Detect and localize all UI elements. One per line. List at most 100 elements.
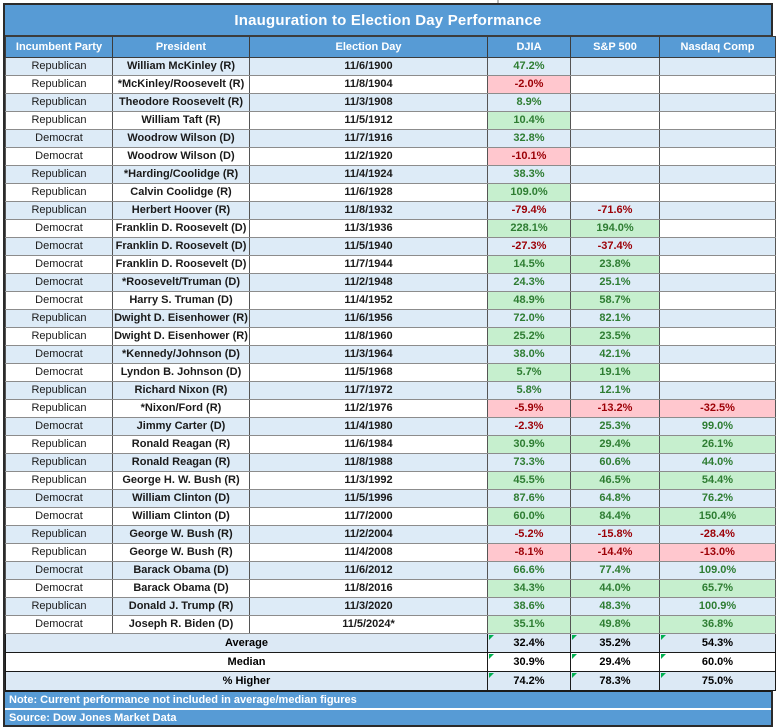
cell-incumbent-party[interactable]: Democrat <box>5 219 113 238</box>
summary-cell-nasdaq-comp[interactable]: 75.0% <box>659 671 776 691</box>
cell-incumbent-party[interactable]: Democrat <box>5 363 113 382</box>
cell-incumbent-party[interactable]: Republican <box>5 525 113 544</box>
summary-label[interactable]: Average <box>5 633 488 653</box>
cell-president[interactable]: William Clinton (D) <box>112 489 250 508</box>
cell-sp500[interactable]: 42.1% <box>570 345 660 364</box>
cell-president[interactable]: Barack Obama (D) <box>112 561 250 580</box>
summary-label[interactable]: Median <box>5 652 488 672</box>
cell-president[interactable]: William McKinley (R) <box>112 57 250 76</box>
cell-incumbent-party[interactable]: Republican <box>5 381 113 400</box>
cell-nasdaq-comp[interactable] <box>659 183 776 202</box>
cell-sp500[interactable]: 19.1% <box>570 363 660 382</box>
cell-nasdaq-comp[interactable]: -13.0% <box>659 543 776 562</box>
cell-president[interactable]: Ronald Reagan (R) <box>112 435 250 454</box>
cell-djia[interactable]: 10.4% <box>487 111 571 130</box>
cell-election-day[interactable]: 11/5/2024* <box>249 615 488 634</box>
cell-nasdaq-comp[interactable] <box>659 273 776 292</box>
cell-incumbent-party[interactable]: Republican <box>5 75 113 94</box>
cell-djia[interactable]: -2.0% <box>487 75 571 94</box>
cell-incumbent-party[interactable]: Democrat <box>5 291 113 310</box>
cell-election-day[interactable]: 11/7/2000 <box>249 507 488 526</box>
cell-president[interactable]: Lyndon B. Johnson (D) <box>112 363 250 382</box>
cell-nasdaq-comp[interactable] <box>659 237 776 256</box>
cell-djia[interactable]: -8.1% <box>487 543 571 562</box>
cell-nasdaq-comp[interactable] <box>659 255 776 274</box>
cell-nasdaq-comp[interactable]: 65.7% <box>659 579 776 598</box>
cell-president[interactable]: Woodrow Wilson (D) <box>112 147 250 166</box>
cell-president[interactable]: George W. Bush (R) <box>112 525 250 544</box>
cell-nasdaq-comp[interactable]: 109.0% <box>659 561 776 580</box>
cell-president[interactable]: Harry S. Truman (D) <box>112 291 250 310</box>
cell-election-day[interactable]: 11/5/1996 <box>249 489 488 508</box>
cell-nasdaq-comp[interactable] <box>659 345 776 364</box>
column-header-sp500[interactable]: S&P 500 <box>570 36 660 58</box>
cell-incumbent-party[interactable]: Republican <box>5 57 113 76</box>
cell-djia[interactable]: -79.4% <box>487 201 571 220</box>
cell-nasdaq-comp[interactable] <box>659 165 776 184</box>
cell-sp500[interactable] <box>570 111 660 130</box>
table-title[interactable]: Inauguration to Election Day Performance <box>5 5 771 36</box>
cell-djia[interactable]: 87.6% <box>487 489 571 508</box>
cell-election-day[interactable]: 11/3/2020 <box>249 597 488 616</box>
cell-djia[interactable]: 45.5% <box>487 471 571 490</box>
cell-sp500[interactable] <box>570 75 660 94</box>
cell-nasdaq-comp[interactable] <box>659 363 776 382</box>
cell-incumbent-party[interactable]: Republican <box>5 399 113 418</box>
cell-nasdaq-comp[interactable] <box>659 75 776 94</box>
summary-cell-sp500[interactable]: 78.3% <box>570 671 660 691</box>
cell-djia[interactable]: -27.3% <box>487 237 571 256</box>
cell-president[interactable]: *Roosevelt/Truman (D) <box>112 273 250 292</box>
summary-cell-nasdaq-comp[interactable]: 54.3% <box>659 633 776 653</box>
cell-djia[interactable]: 5.7% <box>487 363 571 382</box>
cell-nasdaq-comp[interactable]: 26.1% <box>659 435 776 454</box>
cell-sp500[interactable]: 82.1% <box>570 309 660 328</box>
cell-election-day[interactable]: 11/3/1908 <box>249 93 488 112</box>
cell-nasdaq-comp[interactable] <box>659 309 776 328</box>
cell-incumbent-party[interactable]: Democrat <box>5 489 113 508</box>
cell-president[interactable]: Calvin Coolidge (R) <box>112 183 250 202</box>
cell-election-day[interactable]: 11/7/1972 <box>249 381 488 400</box>
cell-president[interactable]: Joseph R. Biden (D) <box>112 615 250 634</box>
cell-sp500[interactable]: -14.4% <box>570 543 660 562</box>
cell-election-day[interactable]: 11/2/1976 <box>249 399 488 418</box>
cell-djia[interactable]: 73.3% <box>487 453 571 472</box>
cell-nasdaq-comp[interactable] <box>659 327 776 346</box>
cell-election-day[interactable]: 11/8/1988 <box>249 453 488 472</box>
cell-nasdaq-comp[interactable]: 44.0% <box>659 453 776 472</box>
cell-election-day[interactable]: 11/4/2008 <box>249 543 488 562</box>
cell-incumbent-party[interactable]: Democrat <box>5 417 113 436</box>
cell-president[interactable]: *Kennedy/Johnson (D) <box>112 345 250 364</box>
summary-cell-nasdaq-comp[interactable]: 60.0% <box>659 652 776 672</box>
cell-djia[interactable]: 14.5% <box>487 255 571 274</box>
cell-election-day[interactable]: 11/3/1964 <box>249 345 488 364</box>
cell-sp500[interactable] <box>570 93 660 112</box>
cell-incumbent-party[interactable]: Republican <box>5 93 113 112</box>
cell-incumbent-party[interactable]: Republican <box>5 111 113 130</box>
cell-djia[interactable]: -5.2% <box>487 525 571 544</box>
cell-djia[interactable]: 38.6% <box>487 597 571 616</box>
cell-election-day[interactable]: 11/6/2012 <box>249 561 488 580</box>
cell-incumbent-party[interactable]: Republican <box>5 435 113 454</box>
cell-sp500[interactable] <box>570 57 660 76</box>
cell-election-day[interactable]: 11/7/1916 <box>249 129 488 148</box>
summary-cell-djia[interactable]: 74.2% <box>487 671 571 691</box>
cell-djia[interactable]: 35.1% <box>487 615 571 634</box>
cell-president[interactable]: Franklin D. Roosevelt (D) <box>112 237 250 256</box>
cell-djia[interactable]: 48.9% <box>487 291 571 310</box>
cell-incumbent-party[interactable]: Republican <box>5 183 113 202</box>
cell-djia[interactable]: 5.8% <box>487 381 571 400</box>
cell-sp500[interactable]: -37.4% <box>570 237 660 256</box>
cell-president[interactable]: Theodore Roosevelt (R) <box>112 93 250 112</box>
summary-cell-sp500[interactable]: 35.2% <box>570 633 660 653</box>
cell-president[interactable]: Franklin D. Roosevelt (D) <box>112 255 250 274</box>
cell-nasdaq-comp[interactable] <box>659 219 776 238</box>
cell-sp500[interactable]: -71.6% <box>570 201 660 220</box>
cell-sp500[interactable]: 25.3% <box>570 417 660 436</box>
cell-djia[interactable]: 60.0% <box>487 507 571 526</box>
cell-djia[interactable]: 109.0% <box>487 183 571 202</box>
cell-djia[interactable]: 66.6% <box>487 561 571 580</box>
cell-sp500[interactable]: -13.2% <box>570 399 660 418</box>
cell-djia[interactable]: 30.9% <box>487 435 571 454</box>
cell-nasdaq-comp[interactable]: 54.4% <box>659 471 776 490</box>
cell-incumbent-party[interactable]: Democrat <box>5 129 113 148</box>
